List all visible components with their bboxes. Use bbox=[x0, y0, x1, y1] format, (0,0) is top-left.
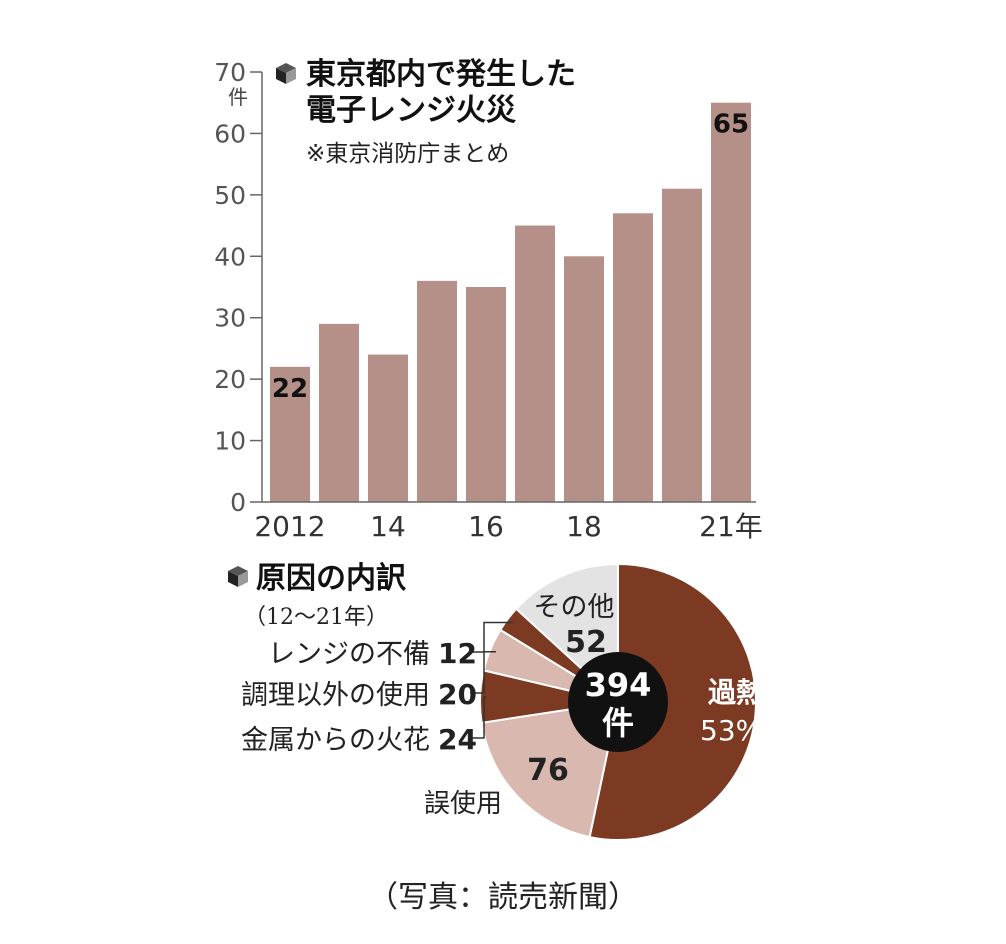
pie-label: 過熱 bbox=[708, 676, 764, 709]
pie-center-disc bbox=[568, 652, 668, 752]
y-tick-label: 0 bbox=[230, 488, 246, 517]
pie-label: 24 bbox=[438, 723, 477, 756]
y-tick-label: 40 bbox=[214, 242, 246, 271]
pie-chart-period: （12〜21年） bbox=[244, 605, 388, 630]
y-tick-label: 60 bbox=[214, 119, 246, 148]
bar-2020 bbox=[662, 188, 702, 502]
y-tick-label: 70 bbox=[214, 58, 246, 87]
pie-chart-title: 原因の内訳 bbox=[256, 561, 407, 596]
pie-label: 金属からの火花 bbox=[241, 725, 430, 756]
pie-label: 52 bbox=[565, 625, 607, 660]
pie-center-total: 394 bbox=[585, 666, 652, 704]
x-tick-label: 16 bbox=[468, 510, 504, 543]
bar-2018 bbox=[564, 256, 604, 502]
pie-slice-0 bbox=[588, 562, 757, 841]
pie-label: レンジの不備 bbox=[268, 639, 430, 670]
bar-2012 bbox=[270, 366, 310, 502]
y-tick-label: 30 bbox=[214, 304, 246, 333]
bar-chart: 0 10 20 30 40 50 60 70 件 2012 14 16 18 21年 22 65 東京都… bbox=[214, 57, 763, 543]
y-axis-unit: 件 bbox=[228, 85, 248, 109]
pie-center-unit: 件 bbox=[602, 704, 634, 742]
bar-chart-source-note: ※東京消防庁まとめ bbox=[306, 141, 509, 167]
pie-leader-line bbox=[470, 621, 513, 653]
pie-leader-line bbox=[470, 650, 496, 694]
bar-data-label: 22 bbox=[272, 374, 308, 404]
x-tick-label: 2012 bbox=[254, 510, 325, 543]
pie-label: 76 bbox=[527, 753, 569, 788]
bar-2021 bbox=[711, 102, 751, 502]
pie-label: 12 bbox=[438, 637, 477, 670]
photo-credit-caption: （写真：読売新聞） bbox=[368, 880, 638, 915]
x-tick-label: 18 bbox=[566, 510, 602, 543]
y-tick-label: 20 bbox=[214, 365, 246, 394]
y-tick-label: 10 bbox=[214, 427, 246, 456]
pie-leader-line bbox=[470, 695, 487, 739]
bar-data-labels: 22 65 bbox=[272, 110, 749, 404]
bar-chart-title-line2: 電子レンジ火災 bbox=[306, 93, 517, 128]
pie-label: 53% bbox=[700, 714, 762, 747]
bar-2017 bbox=[515, 225, 555, 503]
bar-2019 bbox=[613, 213, 653, 503]
cube-icon bbox=[228, 566, 248, 587]
pie-label: 20 bbox=[438, 678, 477, 711]
bars bbox=[270, 102, 751, 503]
x-tick-label: 14 bbox=[370, 510, 406, 543]
y-axis-ticks: 0 10 20 30 40 50 60 70 bbox=[214, 58, 262, 517]
bar-2013 bbox=[319, 323, 359, 502]
cube-icon bbox=[276, 63, 296, 84]
y-tick-label: 50 bbox=[214, 181, 246, 210]
bar-2015 bbox=[417, 280, 457, 502]
pie-label: 誤使用 bbox=[424, 789, 502, 819]
pie-label: 調理以外の使用 bbox=[241, 680, 430, 711]
pie-label: その他 bbox=[534, 592, 615, 623]
x-tick-label: 21年 bbox=[699, 510, 763, 543]
bar-2014 bbox=[368, 354, 408, 502]
bar-data-label: 65 bbox=[713, 110, 749, 140]
bar-chart-title-line1: 東京都内で発生した bbox=[306, 57, 576, 92]
pie-leader-lines bbox=[470, 621, 513, 739]
x-axis-ticks: 2012 14 16 18 21年 bbox=[254, 510, 762, 543]
bar-2016 bbox=[466, 287, 506, 502]
